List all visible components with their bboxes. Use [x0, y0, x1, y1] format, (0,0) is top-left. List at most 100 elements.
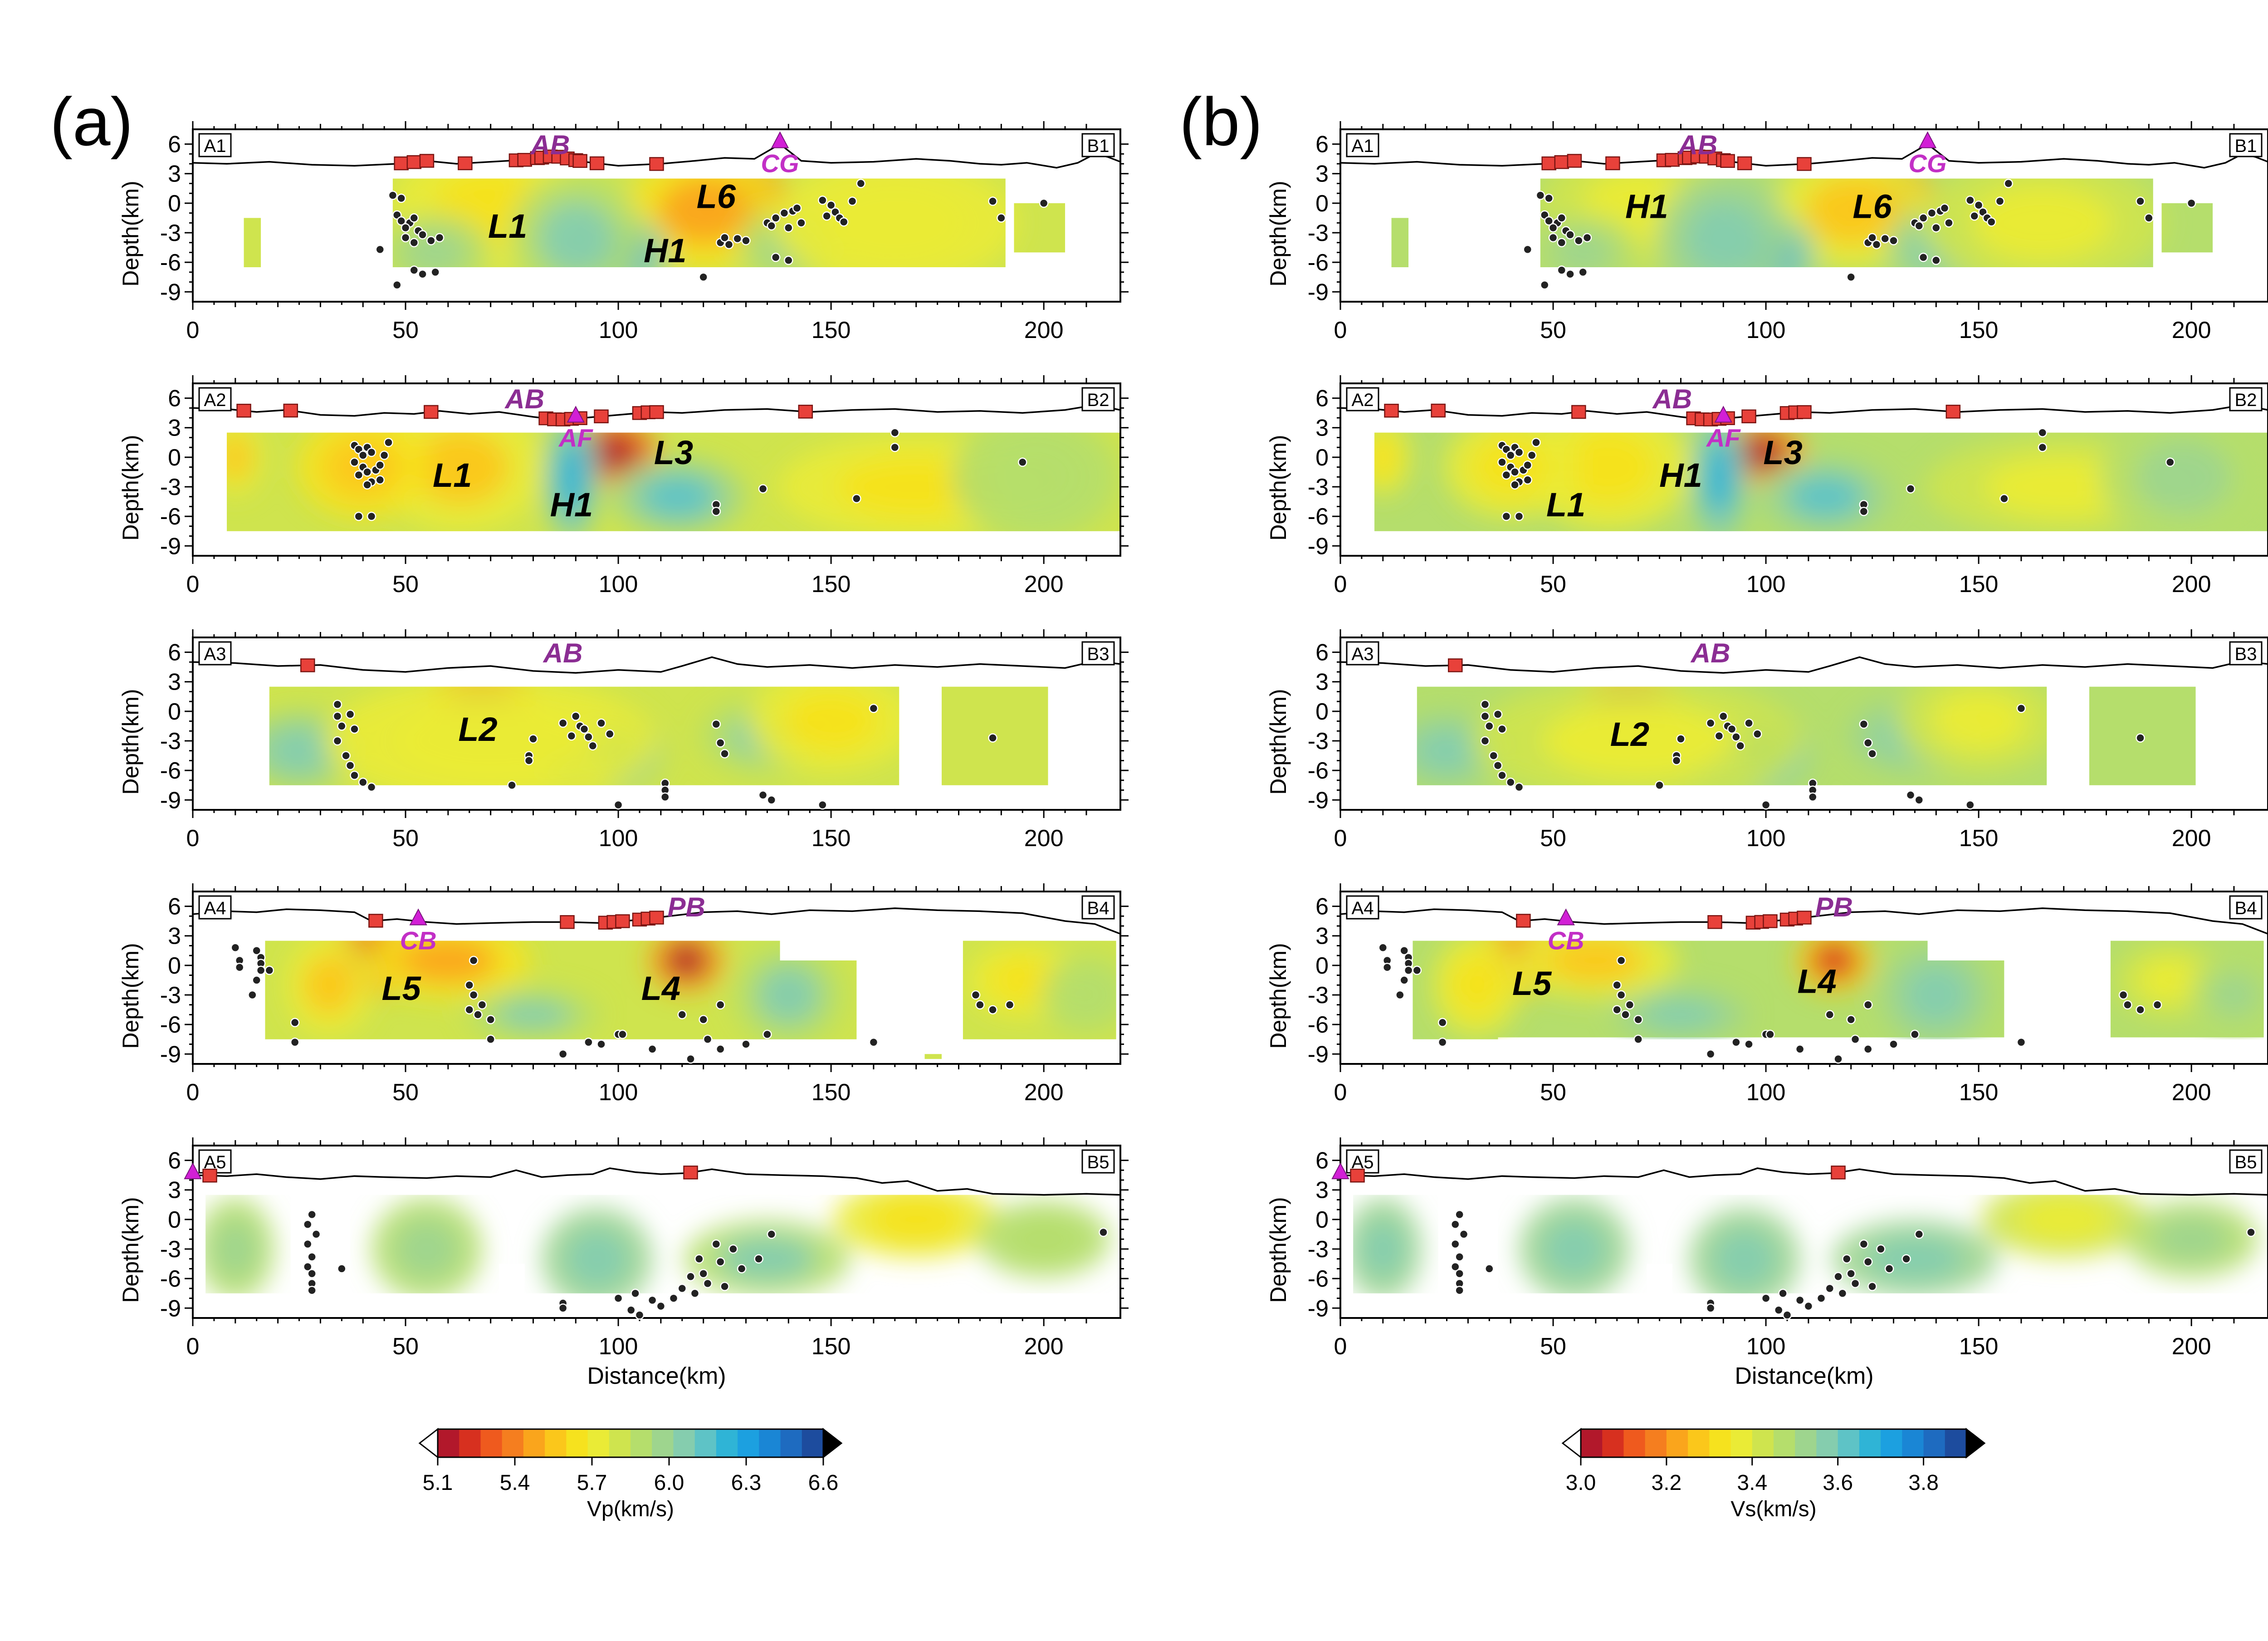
region-label: AB: [530, 130, 570, 160]
colorbar-segment: [1838, 1429, 1860, 1457]
earthquake-event: [1915, 796, 1923, 804]
earthquake-event: [670, 1294, 678, 1303]
profile-end-label: B3: [2230, 642, 2262, 665]
colorbar-segment: [502, 1429, 524, 1457]
earthquake-event: [1864, 1045, 1872, 1053]
x-tick-label: 200: [2172, 317, 2211, 343]
y-tick-label: -3: [1308, 982, 1329, 1009]
seismic-station: [1351, 1169, 1364, 1182]
profile-start-text: A2: [1352, 390, 1374, 410]
y-tick-label: -6: [160, 1266, 181, 1292]
y-tick-label: 3: [1315, 161, 1329, 187]
seismic-station: [1542, 157, 1556, 170]
region-label: PB: [667, 892, 705, 922]
earthquake-event: [1485, 1264, 1493, 1273]
colorbar-segment: [480, 1429, 502, 1457]
earthquake-event: [1494, 710, 1502, 718]
x-tick-label: 50: [392, 1333, 419, 1360]
earthquake-event: [891, 429, 899, 437]
earthquake-event: [1413, 966, 1421, 975]
colorbar-tick-label: 3.6: [1823, 1471, 1853, 1495]
earthquake-event: [1524, 461, 1532, 469]
x-tick-label: 100: [599, 825, 638, 852]
earthquake-event: [972, 991, 980, 999]
earthquake-event: [1706, 1304, 1715, 1312]
earthquake-event: [431, 268, 440, 276]
earthquake-event: [1617, 991, 1625, 999]
earthquake-event: [2119, 991, 2127, 999]
earthquake-event: [870, 704, 878, 712]
seismic-station: [650, 911, 664, 924]
anomaly-label: L1: [1546, 486, 1585, 524]
y-tick-label: -9: [1308, 1041, 1329, 1068]
y-tick-label: 3: [1315, 1177, 1329, 1204]
earthquake-event: [780, 209, 788, 217]
earthquake-event: [989, 197, 997, 206]
y-tick-label: -3: [1308, 1236, 1329, 1263]
earthquake-event: [1966, 196, 1974, 204]
earthquake-event: [648, 1045, 656, 1053]
anomaly-core: [220, 435, 251, 480]
x-tick-label: 50: [392, 825, 419, 852]
seismic-station: [1448, 659, 1462, 671]
earthquake-event: [2038, 443, 2047, 451]
colorbar-segment: [1945, 1429, 1967, 1457]
x-tick-label: 50: [1540, 571, 1566, 598]
earthquake-event: [763, 1030, 771, 1038]
earthquake-event: [1779, 1289, 1787, 1298]
earthquake-event: [772, 253, 780, 261]
earthquake-event: [427, 236, 435, 245]
earthquake-event: [333, 712, 342, 720]
y-axis-label: Depth(km): [118, 1197, 143, 1303]
earthquake-event: [350, 771, 358, 779]
x-tick-label: 150: [1959, 1079, 1999, 1106]
velocity-field: [1340, 637, 2268, 810]
earthquake-event: [1018, 458, 1026, 466]
earthquake-event: [1732, 733, 1740, 741]
anomaly-core: [1361, 1220, 1405, 1279]
seismic-station: [420, 154, 434, 167]
y-tick-label: -9: [1308, 1295, 1329, 1322]
earthquake-event: [342, 752, 350, 760]
y-tick-label: 6: [168, 386, 181, 412]
anomaly-core: [395, 1220, 459, 1279]
y-tick-label: -3: [160, 982, 181, 1009]
colorbar-tick-label: 6.3: [731, 1471, 762, 1495]
volcano-marker: [1920, 132, 1936, 148]
earthquake-event: [2136, 1006, 2145, 1014]
profile-end-text: B1: [2235, 136, 2257, 156]
y-tick-label: 0: [1315, 953, 1329, 979]
earthquake-event: [350, 725, 358, 733]
y-tick-label: -3: [160, 728, 181, 754]
y-tick-label: -9: [160, 1041, 181, 1068]
earthquake-event: [1996, 197, 2004, 206]
x-tick-label: 150: [811, 1333, 851, 1360]
earthquake-event: [1843, 1255, 1851, 1263]
profile-start-label: A3: [199, 642, 231, 665]
earthquake-event: [1498, 771, 1506, 779]
profile-start-text: A4: [204, 898, 226, 918]
x-tick-label: 200: [1024, 1079, 1064, 1106]
seismic-station: [369, 914, 382, 927]
earthquake-event: [1532, 438, 1540, 446]
earthquake-event: [1634, 1015, 1642, 1024]
earthquake-event: [1540, 281, 1549, 289]
colorbar-segment: [1688, 1429, 1710, 1457]
y-tick-label: 0: [1315, 699, 1329, 725]
earthquake-event: [1847, 273, 1855, 281]
y-tick-label: 0: [1315, 191, 1329, 217]
earthquake-event: [1706, 1050, 1715, 1058]
anomaly-label: L4: [641, 970, 680, 1007]
anomaly-core: [1415, 729, 1479, 773]
earthquake-event: [355, 512, 363, 520]
seismic-station: [1946, 405, 1960, 418]
earthquake-event: [235, 963, 244, 971]
earthquake-event: [303, 1240, 312, 1248]
earthquake-event: [1851, 1279, 1859, 1288]
anomaly-core: [1642, 1000, 1719, 1029]
colorbar-segment: [588, 1429, 610, 1457]
earthquake-event: [333, 737, 342, 745]
colorbar-segment: [523, 1429, 545, 1457]
velocity-field: [1340, 1146, 2268, 1318]
earthquake-event: [1728, 725, 1736, 733]
